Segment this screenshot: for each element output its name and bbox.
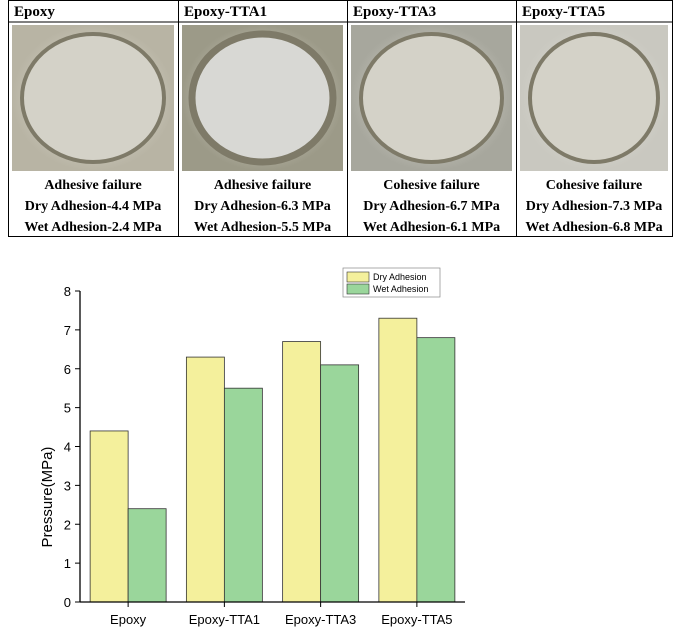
bar xyxy=(282,341,322,603)
sample-ring xyxy=(188,30,337,166)
sample-ring xyxy=(359,32,504,164)
y-tick-label: 4 xyxy=(64,440,71,455)
panel-title: Epoxy-TTA5 xyxy=(522,4,605,20)
panel-text: Wet Adhesion-2.4 MPa xyxy=(24,220,161,235)
y-tick-label: 6 xyxy=(64,362,71,377)
x-tick-label: Epoxy-TTA1 xyxy=(189,612,260,627)
x-tick-label: Epoxy-TTA3 xyxy=(285,612,356,627)
y-tick-label: 7 xyxy=(64,323,71,338)
legend-label: Dry Adhesion xyxy=(373,272,427,282)
y-tick-label: 1 xyxy=(64,556,71,571)
panel-text: Dry Adhesion-6.3 MPa xyxy=(194,199,331,214)
y-tick-label: 8 xyxy=(64,284,71,299)
bar xyxy=(89,430,129,603)
x-tick-label: Epoxy-TTA5 xyxy=(381,612,452,627)
y-tick-label: 2 xyxy=(64,517,71,532)
sample-ring xyxy=(528,32,660,164)
sample-ring xyxy=(20,32,166,164)
panel-text: Wet Adhesion-5.5 MPa xyxy=(194,220,331,235)
panel-text: Dry Adhesion-7.3 MPa xyxy=(526,199,663,214)
bar xyxy=(320,364,360,603)
panel-title: Epoxy-TTA3 xyxy=(353,4,436,20)
panel-text: Cohesive failure xyxy=(546,178,643,193)
panel-text: Wet Adhesion-6.8 MPa xyxy=(525,220,662,235)
bar xyxy=(378,317,418,603)
y-tick-label: 0 xyxy=(64,595,71,610)
panel-text: Cohesive failure xyxy=(383,178,480,193)
legend-label: Wet Adhesion xyxy=(373,284,428,294)
panel-text: Dry Adhesion-6.7 MPa xyxy=(363,199,500,214)
panel-text: Wet Adhesion-6.1 MPa xyxy=(363,220,500,235)
panel-text: Adhesive failure xyxy=(214,178,311,193)
bar xyxy=(185,356,225,603)
y-tick-label: 3 xyxy=(64,478,71,493)
bar xyxy=(416,337,456,603)
panel-text: Dry Adhesion-4.4 MPa xyxy=(25,199,162,214)
y-tick-label: 5 xyxy=(64,401,71,416)
panel-cell xyxy=(516,0,673,237)
panel-text: Adhesive failure xyxy=(44,178,141,193)
bar xyxy=(223,387,263,603)
legend-swatch xyxy=(346,271,370,283)
y-axis-label: Pressure(MPa) xyxy=(39,447,56,548)
panel-title: Epoxy-TTA1 xyxy=(184,4,267,20)
x-tick-label: Epoxy xyxy=(110,612,147,627)
panel-title: Epoxy xyxy=(14,4,55,20)
legend-swatch xyxy=(346,283,370,295)
bar xyxy=(127,508,167,603)
